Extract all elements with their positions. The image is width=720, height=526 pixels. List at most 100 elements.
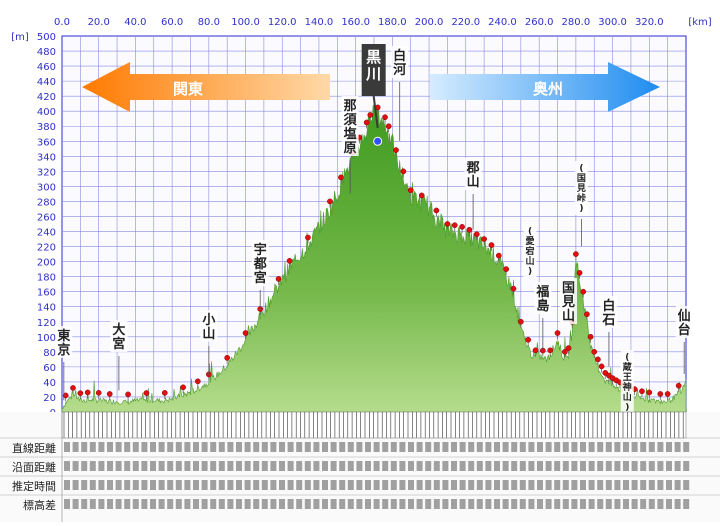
place-label: 白河	[393, 48, 406, 78]
table-cell-fill	[322, 480, 328, 490]
table-cell-fill	[511, 461, 518, 471]
table-cell-fill	[270, 461, 277, 471]
table-cell-fill	[657, 461, 664, 471]
marker-pin	[562, 348, 568, 355]
table-cell-fill	[107, 442, 113, 452]
table-cell-fill	[528, 442, 535, 452]
marker-pin	[305, 234, 311, 241]
table-cell-fill	[158, 480, 165, 490]
table-cell-fill	[201, 461, 208, 471]
x-tick-label: 20.0	[88, 17, 110, 28]
y-tick-label: 20	[43, 393, 56, 404]
table-cell-fill	[279, 442, 285, 452]
table-cell-fill	[614, 442, 621, 452]
table-cell-fill	[322, 461, 328, 471]
table-cell-fill	[674, 442, 681, 452]
arrow-right	[430, 62, 660, 112]
place-label-bg	[620, 350, 634, 414]
table-cell-fill	[631, 442, 638, 452]
table-cell-fill	[373, 480, 380, 490]
table-cell-fill	[390, 461, 397, 471]
table-cell-fill	[98, 499, 105, 509]
table-cell-fill	[657, 442, 664, 452]
table-cell-fill	[89, 461, 96, 471]
table-cell-fill	[167, 499, 174, 509]
table-cell-fill	[253, 499, 260, 509]
table-cell-fill	[141, 499, 148, 509]
place-label: 那須塩原	[343, 99, 358, 156]
x-tick-label: 160.0	[341, 17, 370, 28]
table-cell-fill	[304, 499, 311, 509]
table-cell-fill	[683, 461, 690, 471]
table-cell-fill	[141, 461, 148, 471]
table-cell-fill	[382, 499, 389, 509]
place-label-bg	[574, 161, 588, 215]
table-cell-fill	[537, 461, 543, 471]
table-cell-fill	[339, 461, 346, 471]
table-cell-fill	[494, 480, 500, 490]
place-label-bg	[391, 46, 409, 78]
x-tick-label: 240.0	[488, 17, 517, 28]
table-cell-fill	[184, 461, 191, 471]
table-cell-fill	[347, 480, 354, 490]
table-row-label: 標高差	[23, 498, 56, 512]
table-cell-fill	[313, 442, 320, 452]
table-cell-fill	[167, 461, 174, 471]
table-cell-fill	[236, 480, 242, 490]
table-cell-fill	[562, 442, 569, 452]
table-cell-fill	[365, 499, 371, 509]
table-cell-fill	[115, 480, 122, 490]
table-cell-fill	[236, 442, 242, 452]
y-tick-label: 300	[37, 182, 56, 193]
x-tick-label: 320.0	[635, 17, 664, 28]
table-cell-fill	[416, 461, 423, 471]
marker-pin	[407, 187, 414, 194]
marker-pin	[657, 391, 664, 397]
y-tick-label: 160	[37, 288, 56, 299]
table-cell-fill	[545, 461, 552, 471]
table-cell-fill	[72, 480, 79, 490]
table-cell-fill	[580, 499, 586, 509]
table-cell-fill	[210, 461, 217, 471]
table-cell-fill	[115, 461, 122, 471]
marker-pin	[595, 356, 601, 363]
table-cell-fill	[72, 499, 79, 509]
marker-pin	[418, 192, 425, 199]
table-cell-fill	[210, 480, 217, 490]
direction-arrows: 関東 奥州	[82, 62, 660, 112]
place-label: (国見峠)	[576, 164, 586, 214]
table-cell-fill	[519, 461, 526, 471]
table-cell-fill	[451, 480, 457, 490]
table-cell-fill	[322, 442, 328, 452]
table-cell-fill	[597, 480, 604, 490]
table-cell-fill	[313, 480, 320, 490]
table-cell-fill	[554, 480, 561, 490]
table-cell-fill	[511, 480, 518, 490]
table-cell-fill	[115, 442, 122, 452]
table-cell-fill	[468, 442, 475, 452]
table-cell-fill	[554, 442, 561, 452]
table-cell-fill	[459, 480, 466, 490]
table-cell-fill	[485, 461, 492, 471]
table-cell-fill	[107, 461, 113, 471]
marker-pin	[275, 276, 282, 282]
marker-pin	[224, 355, 231, 361]
marker-pin	[646, 389, 653, 396]
table-cell-fill	[674, 480, 681, 490]
table-cell-fill	[64, 480, 70, 490]
table-cell-fill	[287, 461, 294, 471]
table-cell-fill	[640, 480, 647, 490]
table-cell-fill	[425, 499, 432, 509]
table-cell-fill	[132, 480, 139, 490]
table-cell-fill	[253, 442, 260, 452]
table-cell-fill	[648, 499, 655, 509]
table-cell-fill	[399, 499, 406, 509]
table-cell-fill	[408, 442, 414, 452]
table-cell-fill	[494, 499, 500, 509]
table-cell-fill	[657, 499, 664, 509]
table-cell-fill	[227, 480, 234, 490]
place-label: 大宮	[112, 322, 125, 352]
table-cell-fill	[72, 442, 79, 452]
table-cell-fill	[614, 461, 621, 471]
table-cell-fill	[408, 461, 414, 471]
